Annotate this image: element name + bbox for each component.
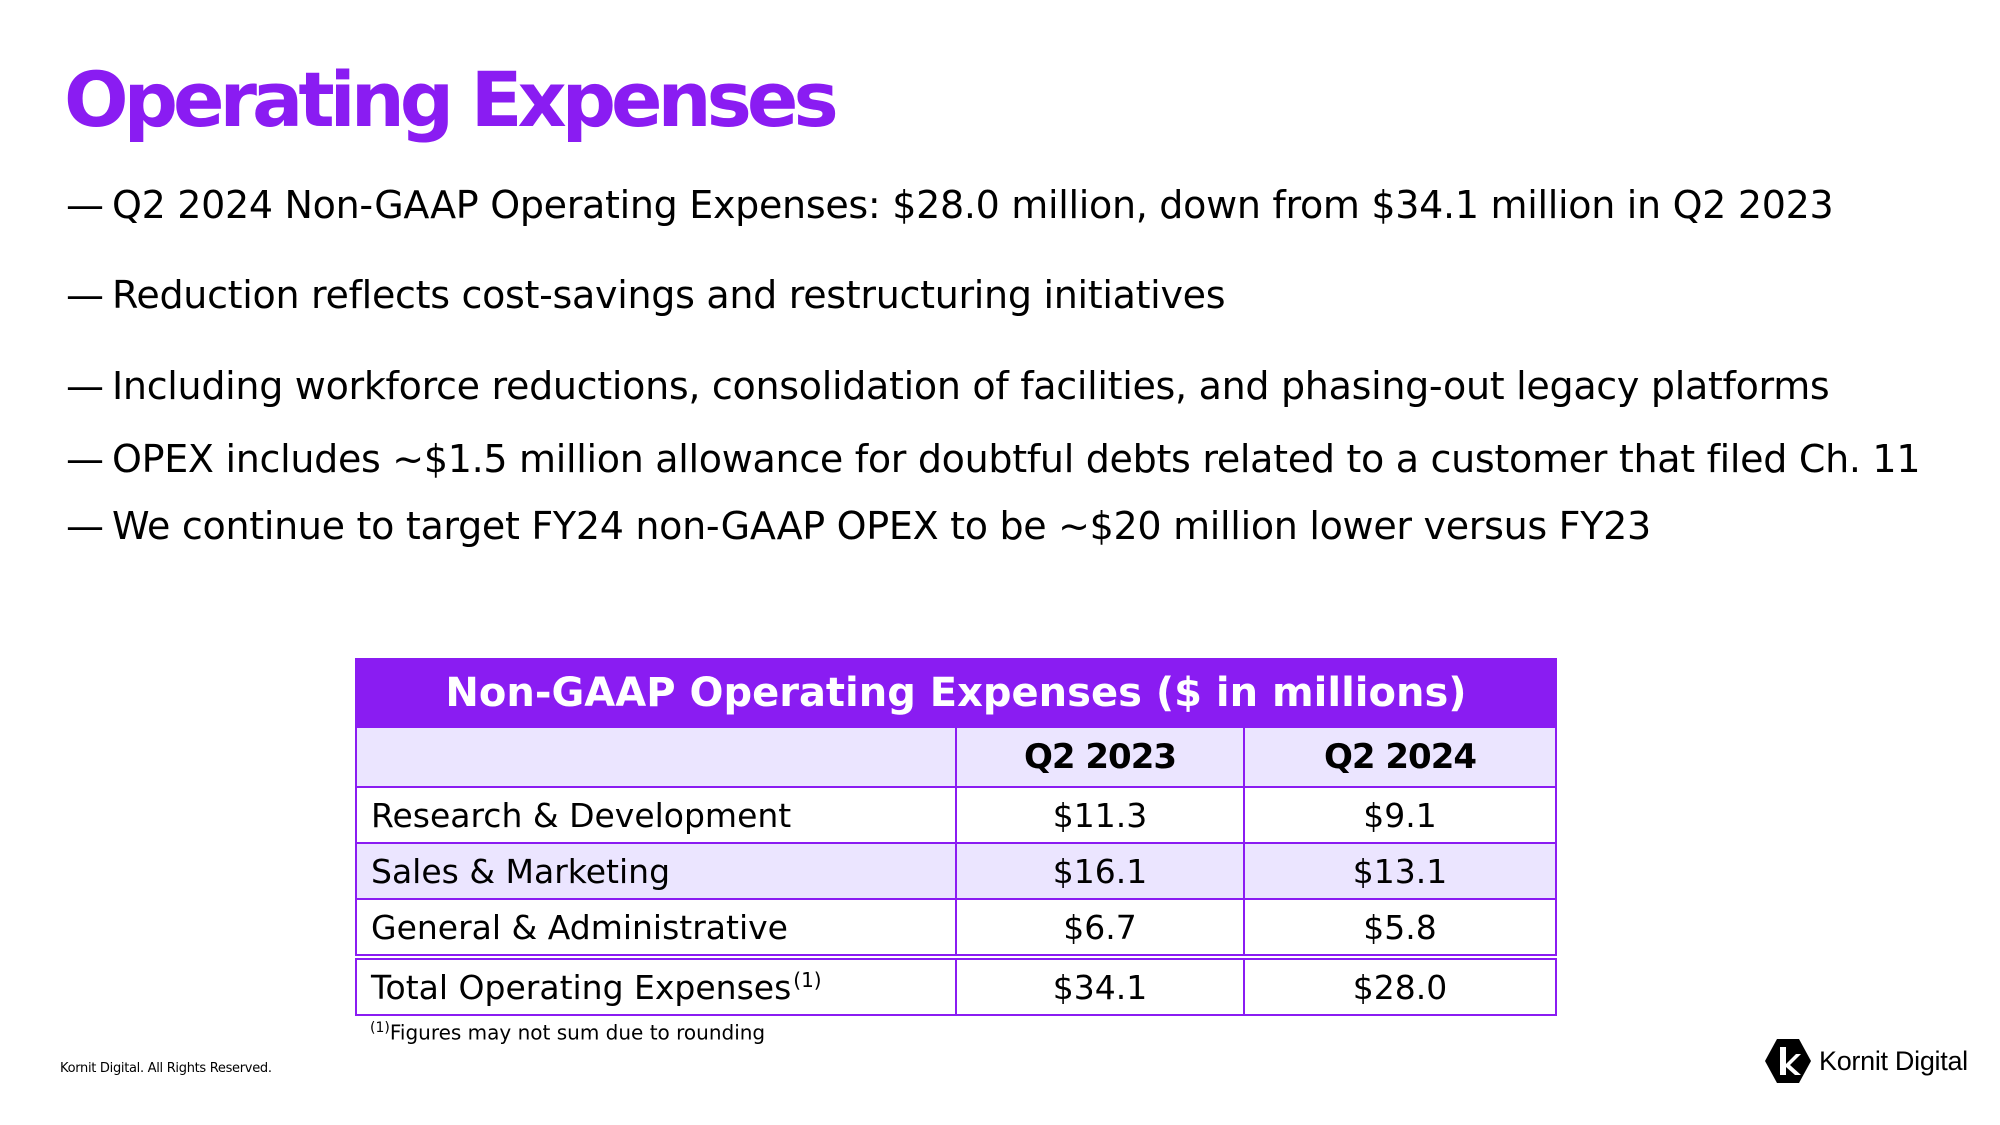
header-blank — [355, 726, 957, 788]
kornit-k-logo-icon — [1765, 1039, 1811, 1083]
bullet-text: Q2 2024 Non-GAAP Operating Expenses: $28… — [112, 183, 1834, 227]
bullet-text: We continue to target FY24 non-GAAP OPEX… — [112, 504, 1651, 548]
bullet-item: — We continue to target FY24 non-GAAP OPE… — [66, 507, 1651, 545]
total-q2-2024: $28.0 — [1243, 954, 1557, 1016]
bullet-item: — OPEX includes ~$1.5 million allowance f… — [66, 437, 1921, 481]
header-q2-2024: Q2 2024 — [1243, 726, 1557, 788]
company-logo: Kornit Digital — [1763, 1036, 1968, 1086]
table-total-row: Total Operating Expenses (1) $34.1 $28.0 — [355, 954, 1557, 1016]
footnote-text: Figures may not sum due to rounding — [389, 1020, 766, 1045]
bullet-dash: — — [66, 504, 104, 548]
cell-q2-2024: $13.1 — [1243, 842, 1557, 900]
logo-text: Kornit Digital — [1819, 1045, 1968, 1076]
table-row: Sales & Marketing $16.1 $13.1 — [355, 842, 1557, 900]
bullet-dash: — — [66, 437, 104, 481]
total-q2-2023: $34.1 — [955, 954, 1245, 1016]
bullet-item: — Reduction reflects cost-savings and res… — [66, 273, 1226, 317]
footnote: (1)Figures may not sum due to rounding — [370, 1020, 765, 1045]
row-label: General & Administrative — [355, 898, 957, 958]
total-note-marker: (1) — [793, 967, 822, 992]
total-label: Total Operating Expenses — [371, 967, 792, 1007]
bullet-dash: — — [66, 183, 104, 227]
total-label-cell: Total Operating Expenses (1) — [355, 954, 957, 1016]
bullet-text: OPEX includes ~$1.5 million allowance fo… — [112, 437, 1921, 481]
row-label: Research & Development — [355, 786, 957, 844]
bullet-item: — Q2 2024 Non-GAAP Operating Expenses: $2… — [66, 183, 1834, 227]
copyright-text: Kornit Digital. All Rights Reserved. — [60, 1061, 272, 1076]
cell-q2-2023: $16.1 — [955, 842, 1245, 900]
row-label: Sales & Marketing — [355, 842, 957, 900]
cell-q2-2023: $6.7 — [955, 898, 1245, 958]
bullet-dash: — — [66, 364, 104, 408]
table-row: General & Administrative $6.7 $5.8 — [355, 898, 1557, 958]
table-row: Research & Development $11.3 $9.1 — [355, 786, 1557, 844]
footnote-marker: (1) — [370, 1020, 390, 1036]
cell-q2-2024: $5.8 — [1243, 898, 1557, 958]
table-caption-row: Non-GAAP Operating Expenses ($ in millio… — [355, 658, 1557, 728]
cell-q2-2024: $9.1 — [1243, 786, 1557, 844]
opex-table: Non-GAAP Operating Expenses ($ in millio… — [355, 658, 1557, 1016]
bullet-text: Including workforce reductions, consolid… — [112, 364, 1830, 408]
cell-q2-2023: $11.3 — [955, 786, 1245, 844]
table-caption: Non-GAAP Operating Expenses ($ in millio… — [355, 658, 1557, 728]
bullet-dash: — — [66, 273, 104, 317]
page-title: Operating Expenses — [64, 55, 839, 144]
header-q2-2023: Q2 2023 — [955, 726, 1245, 788]
table-header-row: Q2 2023 Q2 2024 — [355, 726, 1557, 788]
bullet-text: Reduction reflects cost-savings and rest… — [112, 273, 1226, 317]
bullet-item: — Including workforce reductions, consoli… — [66, 364, 1830, 408]
